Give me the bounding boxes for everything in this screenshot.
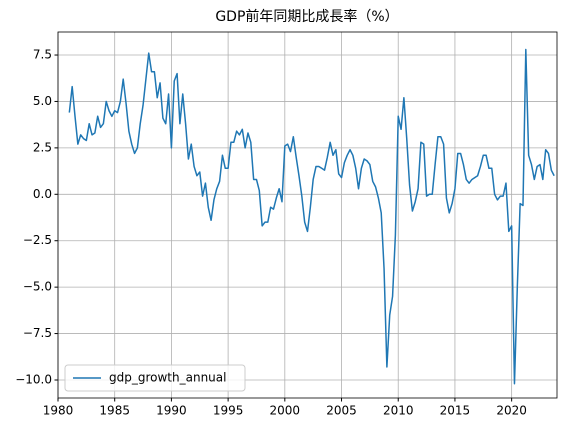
- y-tick-label: 0.0: [33, 187, 52, 201]
- y-tick-label: −7.5: [23, 326, 52, 340]
- line: [68, 48, 555, 385]
- y-tick-label: −5.0: [23, 280, 52, 294]
- plot-frame: [57, 31, 558, 399]
- x-tick-label: 1995: [213, 404, 244, 418]
- chart-title: GDP前年同期比成長率（%）: [215, 8, 398, 25]
- y-tick-label: 5.0: [33, 94, 52, 108]
- x-tick-label: 2020: [496, 404, 527, 418]
- y-tick-label: 7.5: [33, 48, 52, 62]
- x-tick-label: 2000: [270, 404, 301, 418]
- x-tick-label: 1985: [99, 404, 130, 418]
- x-tick-label: 1990: [156, 404, 187, 418]
- legend-label: gdp_growth_annual: [109, 371, 226, 385]
- x-tick-label: 1980: [43, 404, 74, 418]
- x-tick-label: 2015: [440, 404, 471, 418]
- legend-box: [64, 364, 246, 392]
- x-tick-label: 2010: [383, 404, 414, 418]
- x-tick-label: 2005: [326, 404, 357, 418]
- y-tick-label: 2.5: [33, 140, 52, 154]
- y-tick-label: −10.0: [15, 372, 52, 386]
- y-tick-label: −2.5: [23, 233, 52, 247]
